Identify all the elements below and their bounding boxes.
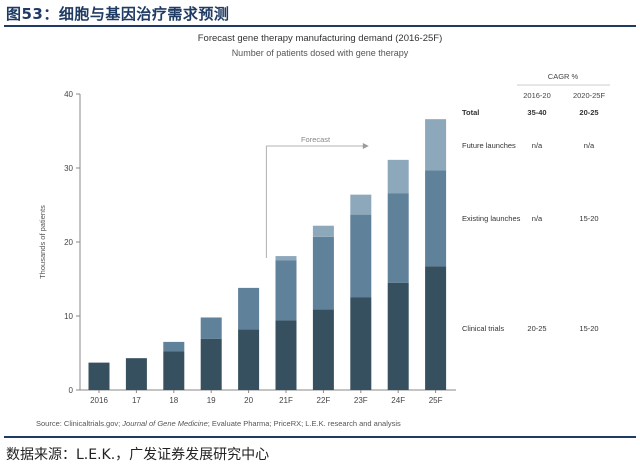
- bar-segment-existing: [275, 260, 297, 321]
- cagr-value: 20-25: [527, 324, 546, 333]
- cagr-value: 15-20: [579, 324, 598, 333]
- bar-segment-future: [350, 194, 372, 215]
- bar-segment-existing: [163, 341, 185, 352]
- cagr-column-header: 2020-25F: [573, 91, 606, 100]
- x-tick-label: 20: [244, 396, 253, 405]
- title-rule: [4, 25, 636, 27]
- source-journal: Journal of Gene Medicine: [122, 419, 208, 428]
- cagr-title: CAGR %: [548, 72, 579, 81]
- source-prefix: Source: Clinicaltrials.gov;: [36, 419, 123, 428]
- bar-segment-clinical: [200, 338, 222, 390]
- cagr-row-label: Future launches: [462, 141, 516, 150]
- x-tick-label: 24F: [391, 396, 405, 405]
- y-tick-label: 20: [64, 238, 73, 247]
- bar-segment-existing: [200, 317, 222, 339]
- cagr-value: n/a: [532, 141, 543, 150]
- bar-segment-clinical: [350, 297, 372, 390]
- bar-segment-existing: [238, 287, 260, 330]
- cagr-value: 15-20: [579, 214, 598, 223]
- bar-segment-future: [275, 256, 297, 261]
- forecast-label: Forecast: [301, 135, 331, 144]
- x-tick-label: 22F: [317, 396, 331, 405]
- bar-segment-clinical: [312, 309, 334, 390]
- x-tick-label: 2016: [90, 396, 108, 405]
- y-tick-label: 30: [64, 164, 73, 173]
- cagr-value: n/a: [584, 141, 595, 150]
- cagr-row-label: Clinical trials: [462, 324, 504, 333]
- bar-segment-clinical: [275, 320, 297, 390]
- bar-segment-existing: [387, 193, 409, 283]
- bottom-rule: [4, 436, 636, 438]
- y-tick-label: 0: [69, 386, 74, 395]
- cagr-row-label: Existing launches: [462, 214, 521, 223]
- bar-segment-clinical: [88, 362, 110, 390]
- cagr-column-header: 2016-20: [523, 91, 551, 100]
- x-tick-label: 18: [169, 396, 178, 405]
- y-axis-label: Thousands of patients: [38, 205, 47, 279]
- y-tick-label: 10: [64, 312, 73, 321]
- bar-segment-clinical: [238, 329, 260, 390]
- bar-segment-clinical: [125, 358, 147, 390]
- x-tick-label: 21F: [279, 396, 293, 405]
- cagr-value: n/a: [532, 214, 543, 223]
- y-tick-label: 40: [64, 90, 73, 99]
- bar-segment-existing: [312, 236, 334, 310]
- bar-segment-existing: [425, 170, 447, 267]
- chart-subtitle: Number of patients dosed with gene thera…: [231, 48, 409, 58]
- forecast-arrow-head: [362, 143, 369, 149]
- x-tick-label: 19: [207, 396, 216, 405]
- source-note: Source: Clinicaltrials.gov; Journal of G…: [36, 419, 401, 428]
- cagr-value: 20-25: [579, 108, 598, 117]
- bar-segment-clinical: [163, 351, 185, 390]
- bar-segment-existing: [350, 214, 372, 298]
- figure-title: 图53：细胞与基因治疗需求预测: [6, 5, 230, 23]
- bar-segment-future: [387, 159, 409, 194]
- source-suffix: ; Evaluate Pharma; PriceRX; L.E.K. resea…: [207, 419, 401, 428]
- bar-segment-future: [312, 225, 334, 237]
- cagr-value: 35-40: [527, 108, 546, 117]
- cagr-row-label: Total: [462, 108, 479, 117]
- bar-segment-future: [425, 119, 447, 171]
- x-tick-label: 17: [132, 396, 141, 405]
- x-tick-label: 23F: [354, 396, 368, 405]
- figure-footer: 数据来源：L.E.K.，广发证券发展研究中心: [6, 447, 270, 463]
- chart-title: Forecast gene therapy manufacturing dema…: [197, 33, 443, 44]
- x-tick-label: 25F: [429, 396, 443, 405]
- bar-segment-clinical: [425, 266, 447, 390]
- bar-segment-clinical: [387, 282, 409, 390]
